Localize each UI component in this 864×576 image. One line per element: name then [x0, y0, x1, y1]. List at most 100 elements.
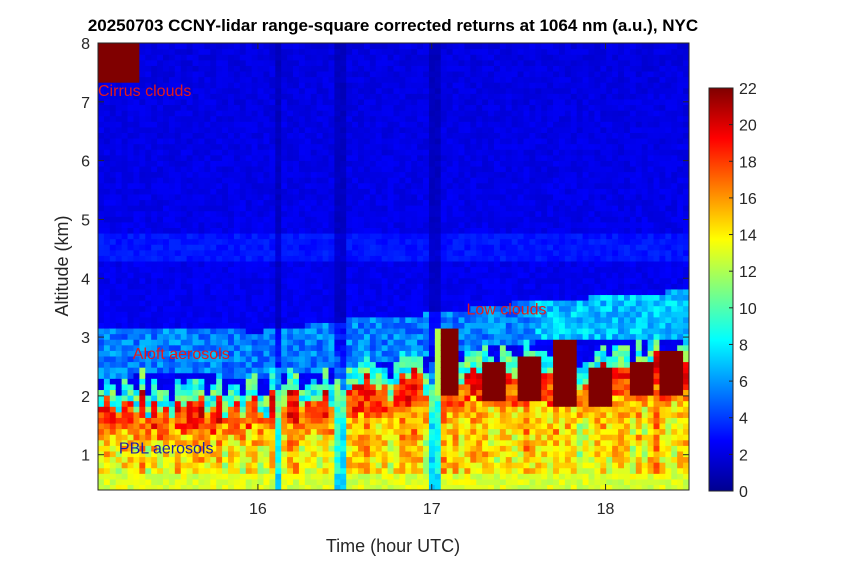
heatmap-cell [440, 283, 448, 290]
heatmap-cell [369, 456, 377, 463]
heatmap-cell [446, 395, 454, 402]
heatmap-cell [393, 417, 401, 424]
heatmap-cell [399, 126, 406, 133]
heatmap-cell [428, 272, 436, 279]
heatmap-cell [464, 339, 471, 346]
heatmap-cell [163, 216, 170, 223]
heatmap-cell [139, 177, 146, 184]
heatmap-cell [405, 121, 412, 128]
heatmap-cell [322, 137, 330, 145]
heatmap-cell [228, 54, 235, 61]
heatmap-cell [174, 260, 182, 268]
heatmap-cell [121, 272, 129, 279]
heatmap-cell [133, 378, 140, 385]
heatmap-cell [204, 389, 211, 396]
heatmap-cell [334, 98, 341, 106]
heatmap-cell [411, 361, 418, 368]
heatmap-cell [174, 283, 182, 290]
heatmap-cell [399, 311, 406, 318]
heatmap-cell [369, 255, 377, 262]
heatmap-cell [411, 350, 418, 357]
heatmap-cell [452, 110, 460, 117]
heatmap-cell [322, 255, 330, 262]
heatmap-cell [452, 322, 460, 329]
heatmap-cell [210, 462, 217, 469]
heatmap-cell [168, 305, 176, 312]
heatmap-cell [452, 255, 460, 262]
heatmap-cell [281, 48, 288, 55]
heatmap-cell [239, 149, 247, 156]
heatmap-cell [334, 104, 341, 111]
heatmap-cell [358, 445, 365, 452]
heatmap-cell [423, 160, 430, 167]
heatmap-cell [417, 300, 424, 307]
heatmap-cell [458, 93, 466, 100]
heatmap-cell [121, 344, 129, 351]
heatmap-cell [139, 59, 146, 66]
heatmap-cell [204, 367, 211, 374]
heatmap-cell [316, 300, 324, 307]
heatmap-cell [198, 372, 205, 379]
heatmap-cell [440, 445, 448, 452]
heatmap-cell [174, 205, 182, 212]
heatmap-cell [334, 478, 341, 486]
heatmap-cell [133, 300, 140, 307]
heatmap-cell [352, 428, 359, 435]
heatmap-cell [446, 327, 454, 335]
heatmap-cell [269, 316, 276, 323]
heatmap-cell [210, 115, 217, 122]
heatmap-cell [121, 260, 129, 268]
heatmap-cell [157, 149, 164, 156]
heatmap-cell [316, 333, 324, 340]
heatmap-cell [210, 43, 217, 50]
heatmap-cell [310, 484, 318, 490]
heatmap-cell [340, 361, 347, 368]
heatmap-cell [458, 361, 466, 368]
heatmap-cell [233, 350, 241, 357]
heatmap-cell [263, 104, 270, 111]
heatmap-cell [192, 450, 200, 458]
heatmap-cell [316, 216, 324, 223]
heatmap-cell [204, 272, 211, 279]
heatmap-cell [233, 249, 241, 256]
heatmap-cell [381, 193, 389, 201]
heatmap-cell [358, 406, 365, 413]
heatmap-cell [316, 260, 324, 268]
heatmap-cell [145, 450, 152, 458]
heatmap-cell [275, 93, 282, 100]
heatmap-cell [168, 227, 176, 234]
heatmap-cell [210, 283, 217, 290]
heatmap-cell [139, 266, 146, 273]
heatmap-cell [440, 305, 448, 312]
heatmap-cell [228, 355, 235, 363]
heatmap-cell [151, 300, 158, 307]
heatmap-cell [304, 221, 312, 228]
heatmap-cell [216, 249, 223, 256]
heatmap-cell [216, 322, 223, 329]
heatmap-cell [233, 462, 241, 469]
heatmap-cell [328, 478, 335, 486]
heatmap-cell [151, 43, 158, 50]
heatmap-cell [340, 110, 347, 117]
heatmap-cell [186, 406, 194, 413]
heatmap-cell [423, 428, 430, 435]
heatmap-cell [239, 406, 247, 413]
heatmap-cell [115, 76, 123, 83]
heatmap-cell [328, 283, 335, 290]
heatmap-cell [121, 283, 129, 290]
heatmap-cell [251, 445, 259, 452]
heatmap-cell [381, 456, 389, 463]
heatmap-cell [192, 383, 200, 391]
heatmap-cell [186, 333, 194, 340]
heatmap-cell [198, 227, 205, 234]
heatmap-cell [428, 305, 436, 312]
heatmap-cell [310, 137, 318, 145]
heatmap-cell [293, 333, 300, 340]
heatmap-cell [316, 160, 324, 167]
heatmap-cell [245, 272, 253, 279]
heatmap-cell [381, 300, 389, 307]
heatmap-cell [216, 400, 223, 407]
heatmap-cell [180, 300, 188, 307]
heatmap-cell [375, 350, 383, 357]
heatmap-cell [434, 272, 442, 279]
